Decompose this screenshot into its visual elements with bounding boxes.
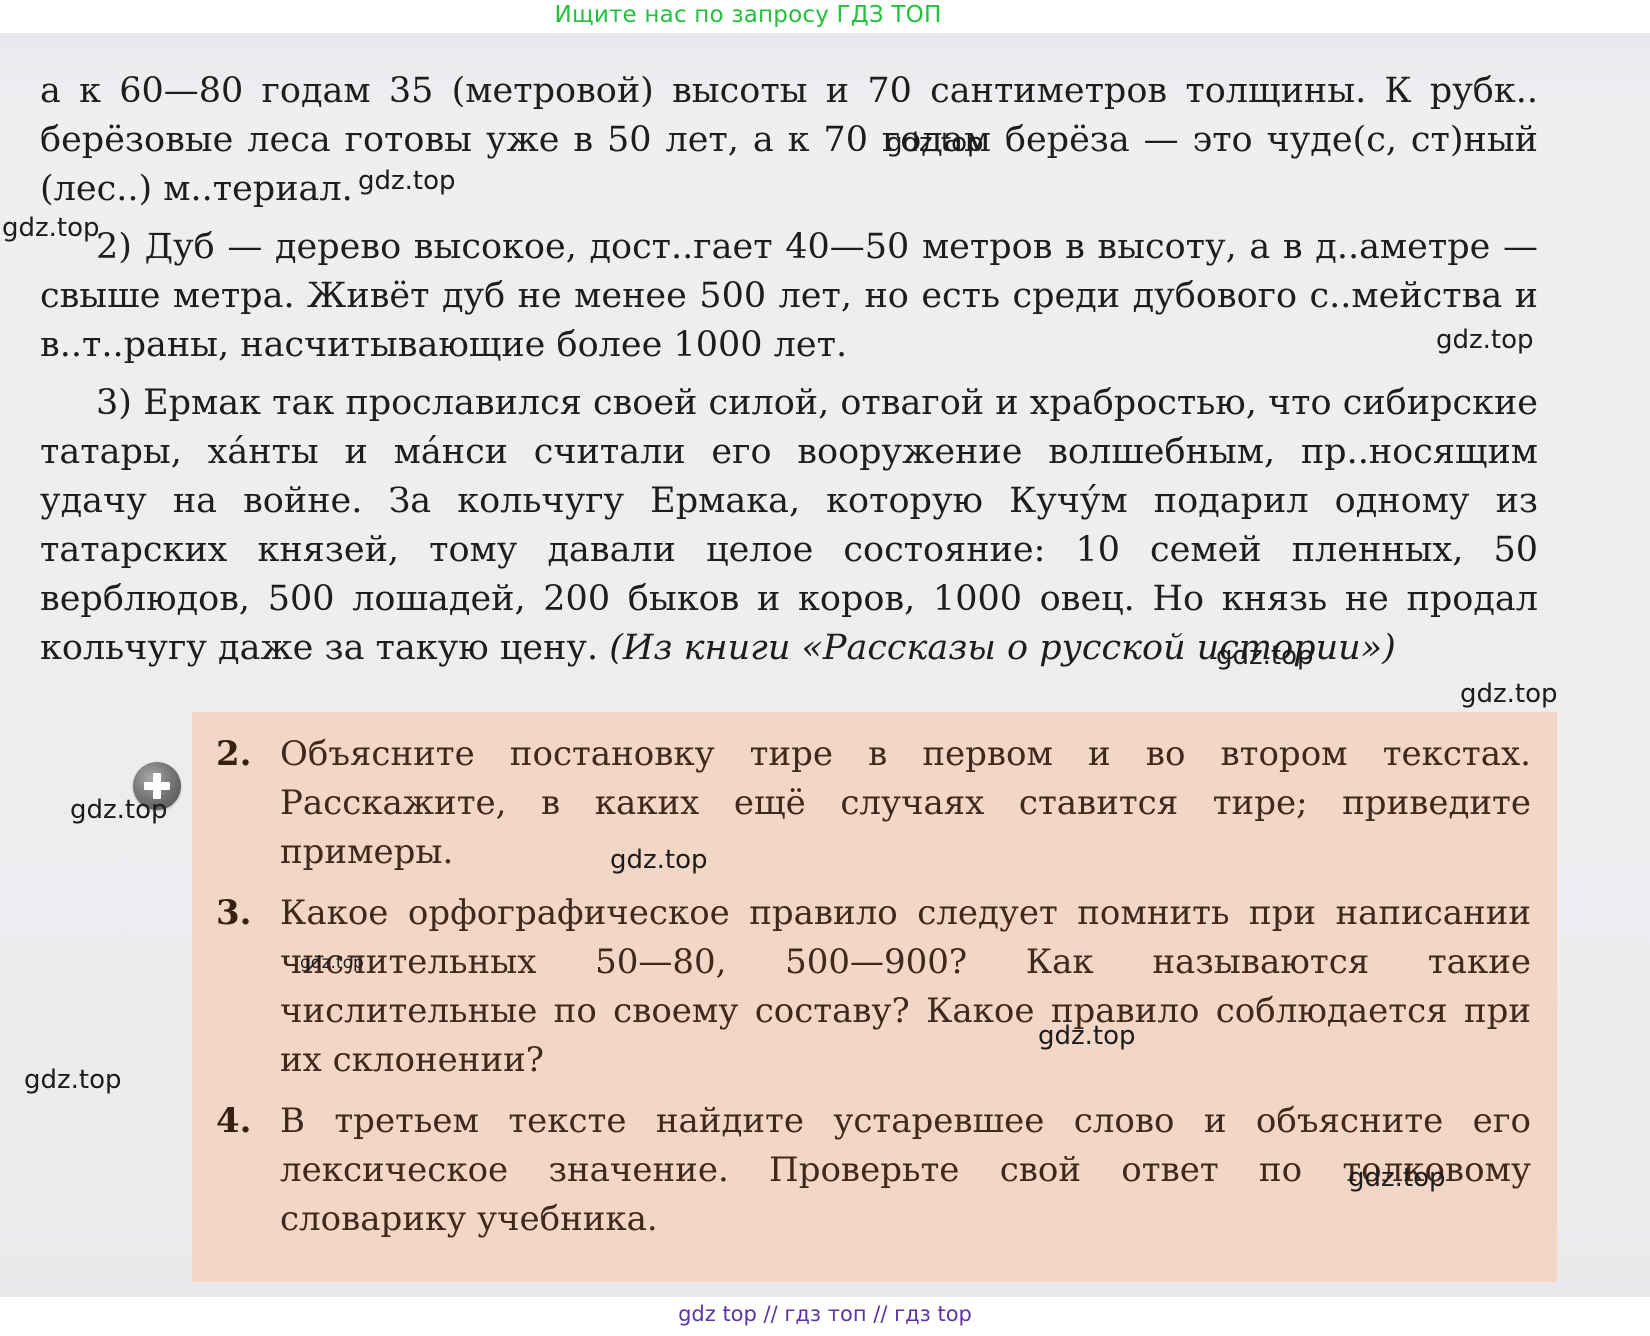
exercise-text: а к 60—80 годам 35 (метровой) высоты и 7… <box>40 67 1538 682</box>
paragraph-1: а к 60—80 годам 35 (метровой) высоты и 7… <box>40 67 1538 214</box>
plus-icon-vertical-bar <box>153 773 161 799</box>
gdz-watermark: gdz.top <box>886 128 984 158</box>
paragraph-3-source: (Из книги «Рассказы о русской истории») <box>609 628 1396 668</box>
site-footer-line: gdz top // гдз топ // гдз top <box>678 1302 972 1326</box>
gdz-watermark: gdz.top <box>1436 325 1534 355</box>
question-2-text: Объясните постановку тире в первом и во … <box>280 734 1531 872</box>
question-3: 3. Какое орфографическое правило следует… <box>192 889 1531 1085</box>
paragraph-2-text: 2) Дуб — дерево высокое, дост..гает 40—5… <box>40 227 1538 365</box>
question-4: 4. В третьем тексте найдите устаревшее с… <box>192 1097 1531 1244</box>
question-2-number: 2. <box>216 734 252 774</box>
paragraph-1-text: а к 60—80 годам 35 (метровой) высоты и 7… <box>40 71 1538 209</box>
gdz-watermark: gdz.top <box>70 795 168 825</box>
gdz-watermark: gdz.top <box>1460 679 1558 709</box>
gdz-watermark: gdz.top <box>2 213 100 243</box>
question-3-text: Какое орфографическое правило следует по… <box>280 893 1531 1080</box>
plus-icon <box>133 762 181 810</box>
paragraph-3-text: 3) Ермак так прославился своей силой, от… <box>40 383 1538 668</box>
promo-banner: Ищите нас по запросу ГДЗ ТОП <box>554 2 942 28</box>
questions-box: 2. Объясните постановку тире в первом и … <box>192 712 1557 1282</box>
gdz-watermark: gdz.top <box>358 166 456 196</box>
gdz-watermark: gdz.top <box>24 1065 122 1095</box>
paragraph-3: 3) Ермак так прославился своей силой, от… <box>40 379 1538 673</box>
gdz-watermark: gdz.top <box>1216 641 1314 671</box>
paragraph-2: 2) Дуб — дерево высокое, дост..гает 40—5… <box>40 223 1538 370</box>
gdz-watermark: gdz.top <box>1348 1163 1446 1193</box>
question-4-number: 4. <box>216 1101 252 1141</box>
question-2: 2. Объясните постановку тире в первом и … <box>192 730 1531 877</box>
gdz-watermark: gdz.top <box>610 845 708 875</box>
gdz-watermark: gdz.top <box>300 953 364 973</box>
gdz-watermark: gdz.top <box>1038 1021 1136 1051</box>
question-4-text: В третьем тексте найдите устаревшее слов… <box>280 1101 1531 1239</box>
question-3-number: 3. <box>216 893 252 933</box>
